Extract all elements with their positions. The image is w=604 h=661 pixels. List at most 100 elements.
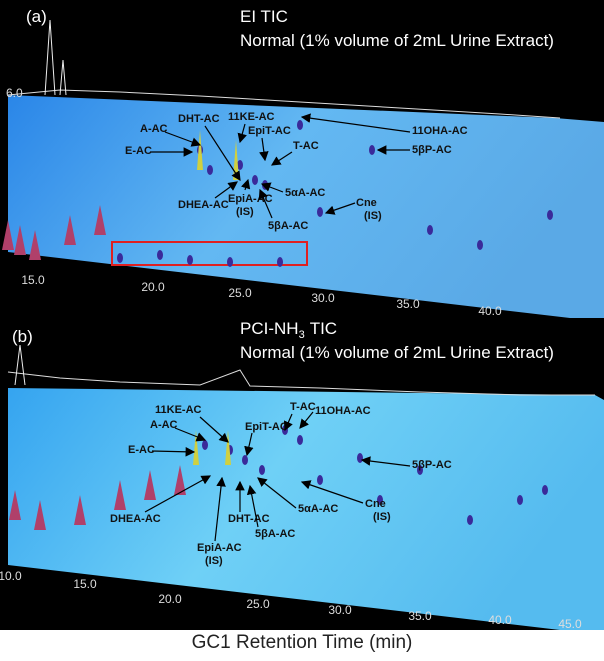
x-axis-title: GC1 Retention Time (min) <box>192 632 413 653</box>
annotation-arrow <box>259 137 269 162</box>
spot <box>259 465 265 475</box>
spot <box>117 253 123 263</box>
annotation-arrow <box>300 480 364 504</box>
spot <box>237 160 243 170</box>
annotation-label: DHT-AC <box>178 113 220 125</box>
panel-subtitle: Normal (1% volume of 2mL Urine Extract) <box>240 31 554 50</box>
tic-trace <box>7 89 561 119</box>
x-tick-label: 15.0 <box>73 577 97 591</box>
annotation-arrow <box>204 125 241 182</box>
spot <box>277 257 283 267</box>
peak <box>64 215 76 245</box>
annotation-arrow <box>199 416 229 443</box>
spot <box>157 250 163 260</box>
annotation-label: DHT-AC <box>228 513 270 525</box>
annotation-label: 5βP-AC <box>412 144 452 156</box>
panel-title: EI TIC <box>240 7 288 26</box>
peak <box>2 220 14 250</box>
annotation-arrow <box>144 475 212 513</box>
x-tick-label: 35.0 <box>396 297 420 311</box>
annotation-label: E-AC <box>128 444 155 456</box>
peak <box>174 465 186 495</box>
spot <box>542 485 548 495</box>
x-tick-label: 35.0 <box>408 609 432 623</box>
annotation-arrow <box>258 188 273 219</box>
x-tick-label: 20.0 <box>158 592 182 606</box>
tic-peaks <box>14 344 26 386</box>
annotation-arrow <box>244 432 254 457</box>
spot <box>369 145 375 155</box>
peak <box>14 225 26 255</box>
spot <box>467 515 473 525</box>
spot <box>427 225 433 235</box>
annotation-label: DHEA-AC <box>110 513 161 525</box>
peaks <box>2 120 553 530</box>
annotation-label: 11OHA-AC <box>315 405 371 417</box>
annotation-arrow <box>246 484 259 528</box>
annotation-label: (IS) <box>205 555 223 567</box>
annotation-label: 5αA-AC <box>285 187 325 199</box>
annotation-label: T-AC <box>290 401 316 413</box>
annotation-arrow <box>240 178 251 191</box>
annotation-label: 11OHA-AC <box>412 125 468 137</box>
annotation-label: A-AC <box>150 419 178 431</box>
annotation-label: 11KE-AC <box>155 404 202 416</box>
peak <box>233 140 239 180</box>
tic-trace <box>7 369 595 396</box>
x-tick-label: 40.0 <box>488 613 512 627</box>
panel-label: (a) <box>26 7 47 26</box>
annotation-label: 5βA-AC <box>255 528 295 540</box>
plane <box>8 95 604 318</box>
spot <box>297 435 303 445</box>
peak <box>9 490 21 520</box>
peak <box>225 430 231 465</box>
panel-label: (b) <box>12 327 33 346</box>
annotation-label: 5αA-AC <box>298 503 338 515</box>
annotation-label: EpiT-AC <box>248 125 291 137</box>
annotation-label: 5βP-AC <box>412 459 452 471</box>
x-tick-label: 10.0 <box>0 569 22 583</box>
panel-title: PCI-NH3 TIC <box>240 319 337 341</box>
annotation-arrow <box>237 123 247 144</box>
annotation-label: 11KE-AC <box>228 111 275 123</box>
annotations: (a) EI TIC Normal (1% volume of 2mL Urine … <box>0 7 582 631</box>
spot <box>242 455 248 465</box>
spot <box>517 495 523 505</box>
title-subscript: 3 <box>299 329 305 341</box>
x-tick-label: 30.0 <box>328 603 352 617</box>
x-tick-label: 40.0 <box>478 304 502 318</box>
annotation-arrow <box>260 182 284 193</box>
annotation-label: Cne <box>356 197 377 209</box>
annotation-label: (IS) <box>236 206 254 218</box>
annotation-arrow <box>270 151 293 166</box>
annotation-label: A-AC <box>140 123 168 135</box>
spot <box>297 120 303 130</box>
annotation-label: Cne <box>365 498 386 510</box>
annotation-arrow <box>174 427 207 442</box>
annotation-label: T-AC <box>293 140 319 152</box>
annotation-arrow <box>283 413 293 432</box>
annotation-label: 5βA-AC <box>268 220 308 232</box>
spot <box>202 440 208 450</box>
peak <box>94 205 106 235</box>
x-tick-label: 20.0 <box>141 280 165 294</box>
spot <box>547 210 553 220</box>
peak <box>34 500 46 530</box>
annotation-label: EpiA-AC <box>197 542 242 554</box>
spot <box>317 475 323 485</box>
annotation-arrow <box>257 477 297 509</box>
spot <box>417 465 423 475</box>
highlight-box <box>111 241 308 266</box>
spot <box>187 255 193 265</box>
peak <box>114 480 126 510</box>
annotation-label: (IS) <box>364 210 382 222</box>
spot <box>227 257 233 267</box>
annotation-arrow <box>164 131 202 147</box>
spot <box>207 165 213 175</box>
spot <box>252 175 258 185</box>
annotation-label: EpiT-AC <box>245 421 288 433</box>
x-tick-label: 30.0 <box>311 291 335 305</box>
x-tick-label: 45.0 <box>558 617 582 631</box>
annotation-arrow <box>300 113 411 133</box>
